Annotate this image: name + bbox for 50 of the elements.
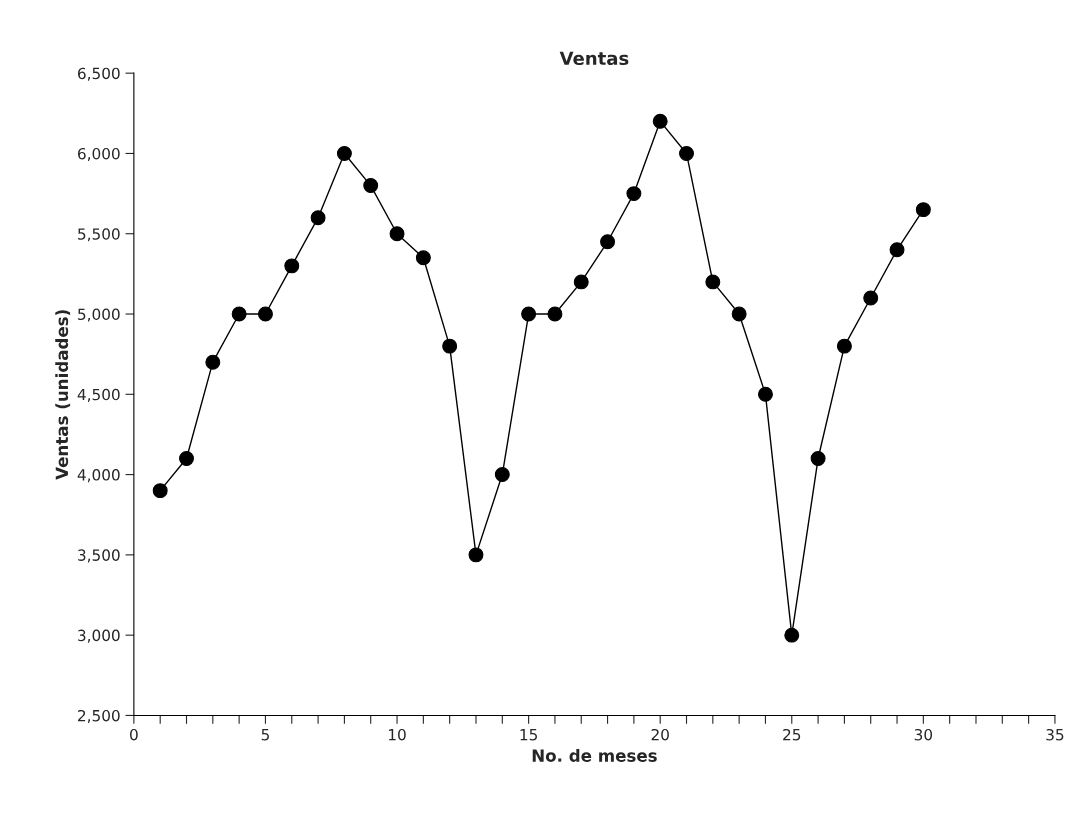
y-tick-label: 6,500 [78,67,120,81]
point [889,242,905,258]
x-tick-label: 20 [651,728,669,741]
point [257,306,273,322]
point [521,306,537,322]
y-tick-label: 4,000 [77,469,120,483]
x-tick-label: 25 [783,728,801,741]
point [310,210,326,226]
point [363,178,379,194]
point [389,226,405,242]
x-tick-label: 35 [1046,728,1064,741]
y-tick-label: 6,000 [78,147,120,162]
y-axis-title: Ventas (unidades) [55,310,71,480]
x-tick-label: 5 [261,729,269,741]
point [468,547,484,563]
y-tick-label: 3,500 [78,549,120,563]
point [652,113,668,129]
point [705,274,721,290]
point [494,467,510,483]
x-axis-title: No. de meses [532,748,657,762]
point [757,386,773,402]
point [573,274,589,290]
y-tick-label: 5,000 [78,308,120,322]
point [836,338,852,354]
y-tick-label: 3,000 [78,629,120,643]
point [626,186,642,202]
y-tick-label: 4,500 [77,388,120,402]
point [415,250,431,266]
point [784,627,800,643]
y-tick-label: 5,500 [78,228,120,242]
point [863,290,879,306]
point [284,258,300,274]
point [810,451,826,466]
chart-title: Ventas [559,51,629,66]
point [442,338,458,354]
point [731,306,747,322]
point [600,234,616,250]
point [152,483,168,499]
x-tick-label: 10 [388,728,406,741]
point [547,306,563,322]
point [179,451,194,466]
point [231,306,247,322]
point [679,145,694,161]
point [336,145,352,161]
x-tick-label: 30 [914,728,933,741]
y-tick-label: 2,500 [78,709,120,724]
point [205,354,221,370]
x-tick-label: 15 [520,729,537,741]
point [915,202,931,218]
x-tick-label: 0 [130,728,138,741]
